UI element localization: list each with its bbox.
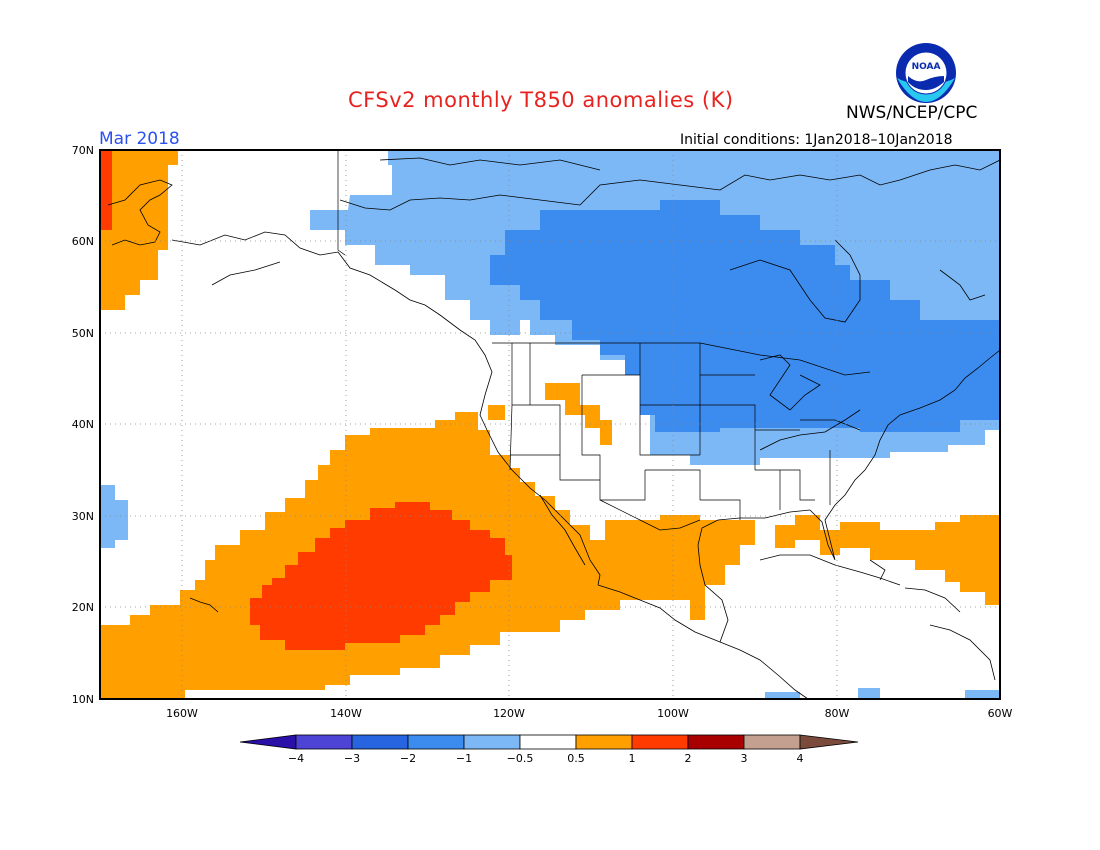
anomaly-region-canada-cold [490,200,1000,432]
anomaly-region-atlantic-warm [775,515,1000,605]
lat-tick-30n: 30N [72,510,94,523]
legend-label: 3 [741,752,748,765]
legend-label: 2 [685,752,692,765]
anomaly-fill [100,150,1000,699]
legend-swatch [407,734,465,750]
lat-tick-60n: 60N [72,235,94,248]
agency-label: NWS/NCEP/CPC [846,103,978,123]
lon-tick-120w: 120W [493,707,525,720]
political-borders [337,150,871,531]
legend-label: −1 [456,752,472,765]
legend-label: −0.5 [507,752,534,765]
lon-tick-80w: 80W [825,707,850,720]
legend-swatch [687,734,745,750]
legend-swatch [519,734,577,750]
legend-swatch [575,734,633,750]
lon-tick-100w: 100W [657,707,689,720]
legend-swatch [351,734,409,750]
legend-arrow-low [239,734,297,750]
legend-swatch [631,734,689,750]
lat-tick-50n: 50N [72,327,94,340]
anomaly-region-pacific-hot [250,502,512,650]
lat-tick-70n: 70N [72,144,94,157]
forecast-month: Mar 2018 [99,129,180,149]
legend-label: −2 [400,752,416,765]
svg-text:NOAA: NOAA [912,62,941,72]
lat-tick-40n: 40N [72,418,94,431]
graticule [100,150,1000,699]
lat-axis: 70N 60N 50N 40N 30N 20N 10N [72,144,94,706]
map-title: CFSv2 monthly T850 anomalies (K) [348,88,734,112]
legend-label: −3 [344,752,360,765]
anomaly-region-nw-warm [100,150,178,310]
legend-swatch [463,734,521,750]
lon-tick-160w: 160W [166,707,198,720]
lat-tick-20n: 20N [72,601,94,614]
lon-axis: 160W 140W 120W 100W 80W 60W [166,707,1012,720]
lat-tick-10n: 10N [72,693,94,706]
lon-tick-60w: 60W [988,707,1013,720]
anomaly-region-nw-hot [100,150,112,230]
legend-label: 1 [629,752,636,765]
legend-label: −4 [288,752,304,765]
color-legend: −4 −3 −2 −1 −0.5 0.5 1 2 3 4 [239,734,859,765]
legend-swatch [295,734,353,750]
initial-conditions: Initial conditions: 1Jan2018–10Jan2018 [680,132,953,148]
lon-tick-140w: 140W [330,707,362,720]
map-frame [99,149,1001,700]
legend-label: 0.5 [567,752,585,765]
legend-arrow-high [799,734,859,750]
legend-label: 4 [797,752,804,765]
legend-swatch [743,734,801,750]
coastlines [107,157,1000,699]
noaa-logo: NOAA [896,43,956,103]
